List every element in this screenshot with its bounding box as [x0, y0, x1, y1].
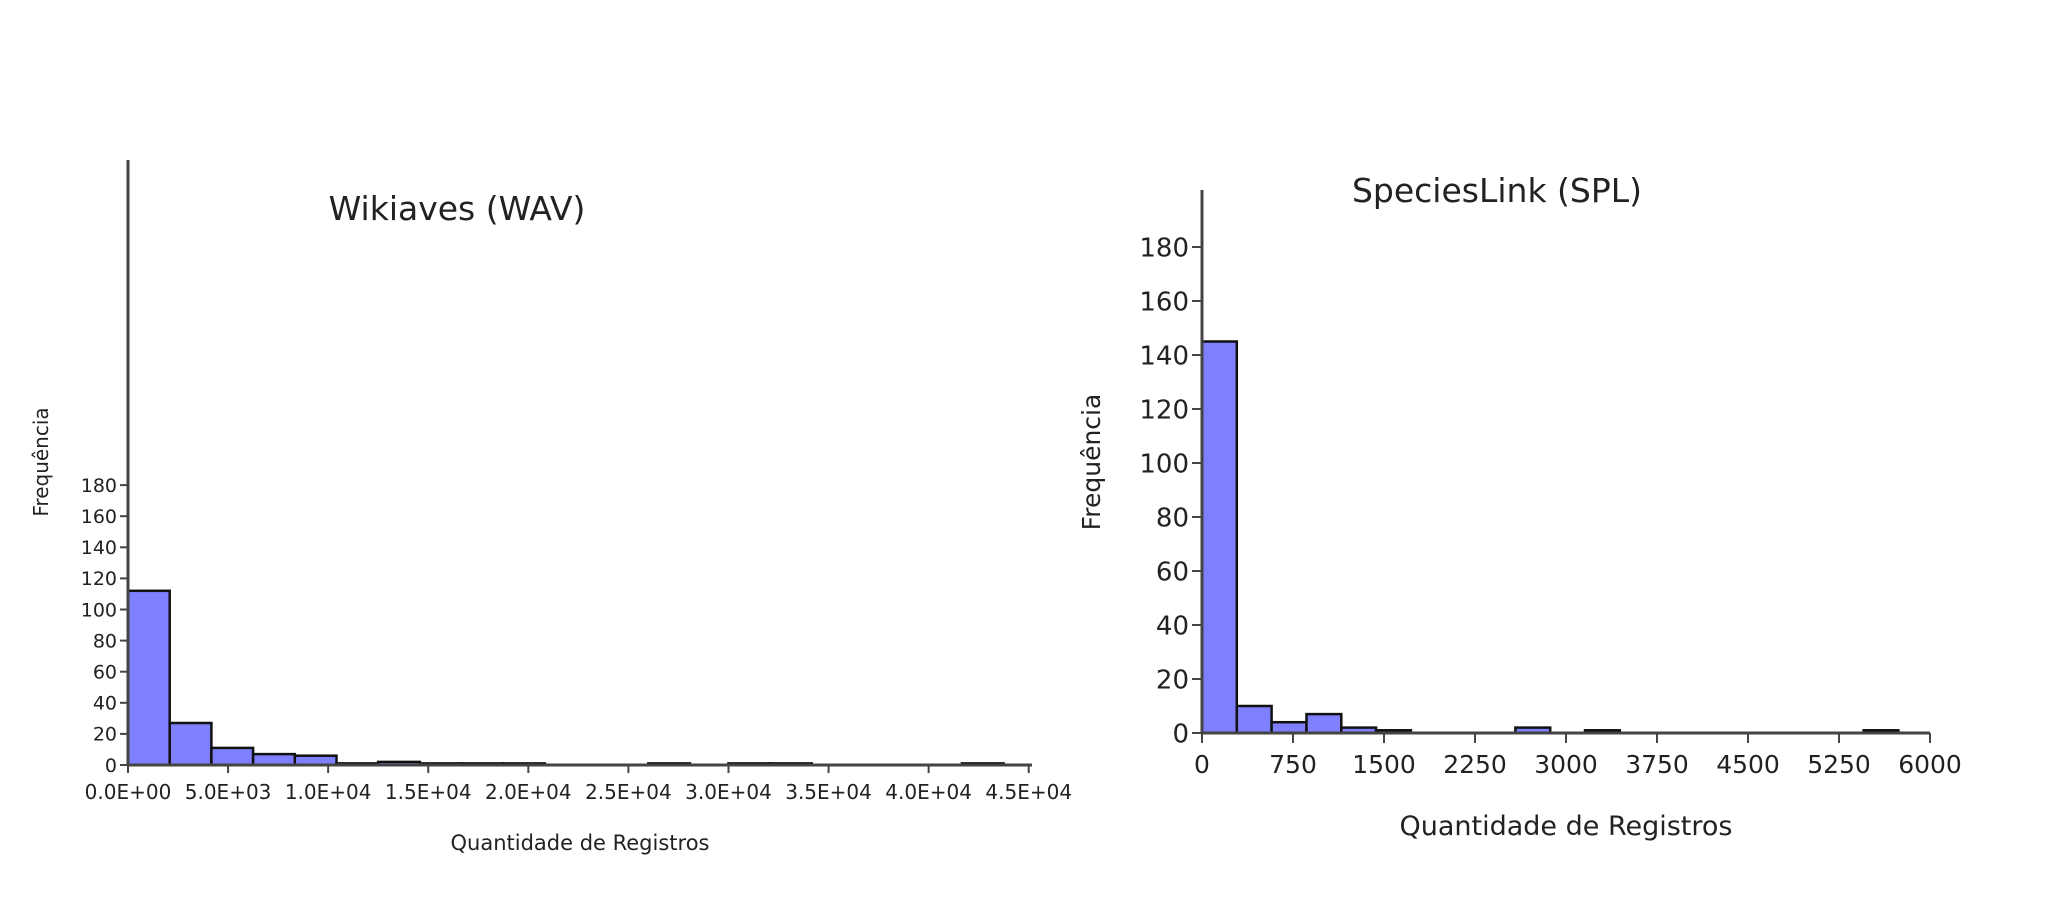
- y-tick-label-specieslink-0: 0: [1172, 719, 1189, 749]
- x-tick-label-specieslink-0: 0: [1194, 750, 1210, 779]
- bar-wikiaves-0: [126, 589, 171, 767]
- x-tick-label-wikiaves-5: 2.5E+04: [585, 780, 672, 804]
- y-tick-label-wikiaves-3: 60: [93, 662, 117, 684]
- x-tick-label-specieslink-2: 1500: [1352, 750, 1416, 779]
- y-tick-label-specieslink-6: 120: [1139, 395, 1189, 425]
- bar-wikiaves-2: [210, 746, 255, 767]
- bars-wikiaves: [126, 589, 1005, 767]
- y-tick-label-specieslink-2: 40: [1156, 611, 1189, 641]
- y-ticks-specieslink: 0 20 40 60 80 100 120 140 160 180: [1139, 233, 1202, 749]
- x-tick-label-wikiaves-1: 5.0E+03: [185, 780, 272, 804]
- x-tick-label-wikiaves-7: 3.5E+04: [785, 780, 872, 804]
- histogram-specieslink: SpeciesLink (SPL) 0 20 40 60 80 100 120 140 160 1…: [1077, 171, 1962, 842]
- y-tick-label-wikiaves-0: 0: [105, 755, 117, 777]
- y-tick-label-specieslink-9: 180: [1139, 233, 1189, 263]
- x-tick-label-specieslink-6: 4500: [1716, 750, 1780, 779]
- histogram-wikiaves: Wikiaves (WAV) 020406080100120140160180 …: [29, 160, 1072, 855]
- bars-specieslink: [1200, 340, 1900, 735]
- y-axis-label-wikiaves: Frequência: [29, 407, 53, 516]
- y-tick-label-specieslink-8: 160: [1139, 287, 1189, 317]
- bar-wikiaves-1: [168, 721, 213, 767]
- x-tick-label-specieslink-4: 3000: [1534, 750, 1598, 779]
- x-tick-label-wikiaves-0: 0.0E+00: [85, 780, 172, 804]
- y-tick-label-wikiaves-6: 120: [81, 568, 117, 590]
- x-tick-label-specieslink-1: 750: [1269, 750, 1317, 779]
- y-tick-label-wikiaves-9: 180: [81, 475, 117, 497]
- x-tick-label-wikiaves-6: 3.0E+04: [685, 780, 772, 804]
- x-axis-label-specieslink: Quantidade de Registros: [1399, 811, 1732, 842]
- y-tick-label-wikiaves-1: 20: [93, 724, 117, 746]
- y-ticks-wikiaves: 0 20 40 60 80 100 120 140 160 180: [81, 475, 128, 777]
- x-tick-label-specieslink-8: 6000: [1898, 750, 1962, 779]
- chart-title-specieslink: SpeciesLink (SPL): [1352, 171, 1642, 210]
- y-tick-label-wikiaves-7: 140: [81, 537, 117, 559]
- y-tick-label-specieslink-5: 100: [1139, 449, 1189, 479]
- y-tick-label-wikiaves-4: 80: [93, 630, 117, 652]
- bar-specieslink-3: [1305, 712, 1343, 735]
- x-tick-label-wikiaves-4: 2.0E+04: [485, 780, 572, 804]
- y-tick-label-specieslink-4: 80: [1156, 503, 1189, 533]
- chart-title-wikiaves: Wikiaves (WAV): [329, 189, 586, 228]
- x-tick-label-specieslink-5: 3750: [1625, 750, 1689, 779]
- y-tick-label-wikiaves-5: 100: [81, 599, 117, 621]
- bar-specieslink-1: [1235, 704, 1273, 735]
- bar-specieslink-0: [1200, 340, 1239, 735]
- y-tick-label-wikiaves-8: 160: [81, 506, 117, 528]
- x-tick-label-wikiaves-3: 1.5E+04: [385, 780, 472, 804]
- bar-wikiaves-3: [251, 752, 297, 767]
- x-ticks-wikiaves: 0.0E+00 5.0E+03 1.0E+04 1.5E+04 2.0E+04 2.5E+…: [85, 765, 1072, 804]
- x-tick-label-wikiaves-2: 1.0E+04: [285, 780, 372, 804]
- x-ticks-specieslink: 0 750 1500 2250 3000 3750 4500 5250 6000: [1194, 733, 1962, 779]
- x-tick-label-wikiaves-8: 4.0E+04: [885, 780, 972, 804]
- y-axis-label-specieslink: Frequência: [1077, 394, 1106, 531]
- y-tick-label-wikiaves-2: 40: [93, 693, 117, 715]
- x-tick-label-specieslink-3: 2250: [1443, 750, 1507, 779]
- x-tick-label-wikiaves-9: 4.5E+04: [985, 780, 1072, 804]
- y-tick-label-specieslink-1: 20: [1156, 665, 1189, 695]
- x-tick-label-specieslink-7: 5250: [1807, 750, 1871, 779]
- bar-specieslink-2: [1270, 720, 1308, 735]
- y-tick-label-specieslink-7: 140: [1139, 341, 1189, 371]
- x-axis-label-wikiaves: Quantidade de Registros: [450, 831, 709, 855]
- y-tick-label-specieslink-3: 60: [1156, 557, 1189, 587]
